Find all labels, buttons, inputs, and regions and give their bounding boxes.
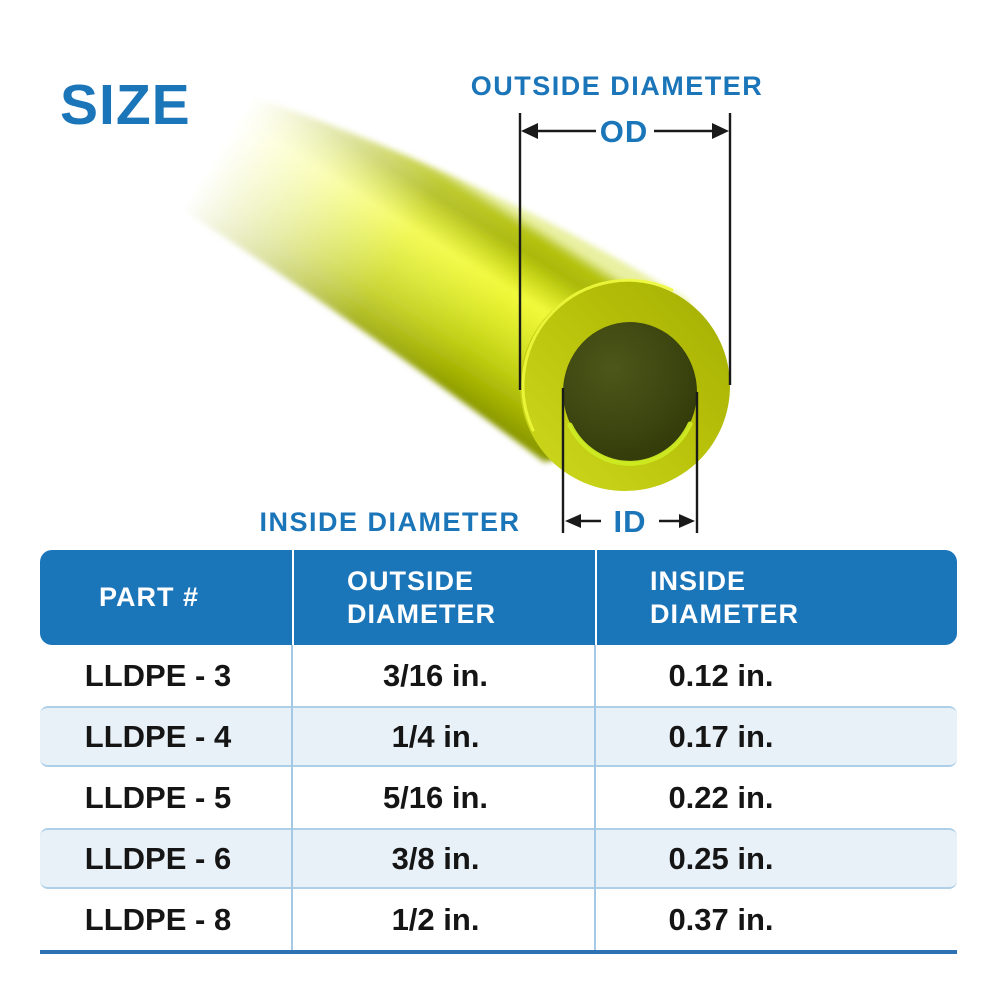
outside-diameter-cell: 1/2 in.	[391, 901, 480, 937]
part-number-cell: LLDPE - 8	[84, 901, 232, 937]
table-row: LLDPE - 3 3/16 in. 0.12 in.	[40, 645, 957, 706]
tube-hole-rim-highlight	[567, 421, 693, 466]
column-divider	[594, 645, 596, 950]
part-number-cell: LLDPE - 6	[84, 840, 232, 876]
column-divider	[291, 645, 293, 950]
inside-diameter-cell: 0.17 in.	[668, 718, 774, 754]
inside-diameter-cell: 0.37 in.	[668, 901, 774, 937]
tube-cap-edge-highlight	[521, 278, 674, 432]
size-spec-table: PART # OUTSIDE DIAMETER INSIDE DIAMETER …	[40, 550, 957, 954]
table-row: LLDPE - 5 5/16 in. 0.22 in.	[40, 767, 957, 828]
col-header-part-number: PART #	[98, 582, 199, 612]
outside-diameter-label: OUTSIDE DIAMETER	[471, 71, 764, 101]
id-label: ID	[614, 504, 647, 539]
od-arrowheads	[521, 123, 729, 139]
table-row: LLDPE - 6 3/8 in. 0.25 in.	[40, 828, 957, 889]
table-row: LLDPE - 4 1/4 in. 0.17 in.	[40, 706, 957, 767]
part-number-cell: LLDPE - 5	[84, 779, 232, 815]
table-row: LLDPE - 8 1/2 in. 0.37 in.	[40, 889, 957, 950]
part-number-cell: LLDPE - 3	[84, 657, 232, 693]
id-dimension-lines	[561, 388, 699, 533]
od-dimension-lines	[518, 113, 732, 390]
tube-diagram: OUTSIDE DIAMETER OD INSIDE DIAMETER ID	[110, 71, 764, 539]
inside-diameter-cell: 0.12 in.	[668, 657, 774, 693]
page-title: SIZE	[60, 73, 191, 137]
od-label: OD	[600, 114, 649, 149]
inside-diameter-cell: 0.22 in.	[668, 779, 774, 815]
outside-diameter-cell: 3/8 in.	[391, 840, 480, 876]
inside-diameter-label: INSIDE DIAMETER	[259, 507, 520, 537]
outside-diameter-cell: 3/16 in.	[382, 657, 489, 693]
outside-diameter-cell: 5/16 in.	[382, 779, 489, 815]
table-header-row: PART # OUTSIDE DIAMETER INSIDE DIAMETER	[40, 550, 957, 645]
table-bottom-border	[40, 950, 957, 954]
id-arrowheads	[565, 514, 695, 528]
inside-diameter-cell: 0.25 in.	[668, 840, 774, 876]
part-number-cell: LLDPE - 4	[84, 718, 232, 754]
col-header-inside-diameter: INSIDE DIAMETER	[595, 550, 957, 645]
outside-diameter-cell: 1/4 in.	[391, 718, 480, 754]
tube-inner-hole	[563, 322, 697, 462]
col-header-outside-diameter: OUTSIDE DIAMETER	[292, 550, 595, 645]
